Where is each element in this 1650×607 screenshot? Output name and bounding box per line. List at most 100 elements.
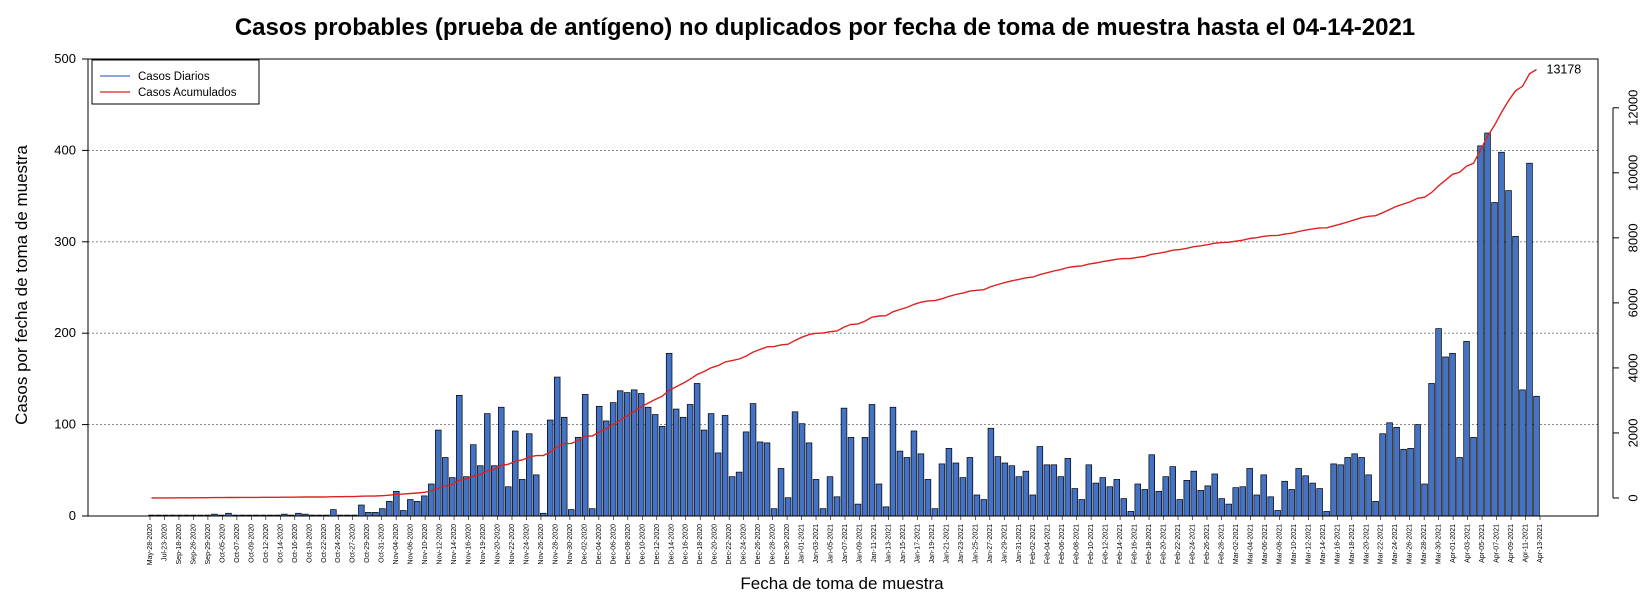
bar [330, 509, 337, 517]
x-tick-label: Jan-17-2021 [914, 524, 921, 563]
bar [1484, 132, 1491, 517]
y2-tick-label: 10000 [1625, 155, 1640, 191]
x-tick-label: Dec-02-2020 [581, 524, 588, 565]
x-tick-label: Jan-07-2021 [842, 524, 849, 563]
bar [1022, 470, 1030, 517]
x-tick-label: Jan-23-2021 [958, 524, 965, 563]
x-tick-label: Feb-22-2021 [1175, 524, 1182, 564]
x-tick-label: Jan-29-2021 [1001, 524, 1008, 563]
bar [651, 414, 659, 517]
bar [1113, 479, 1121, 517]
y2-tick-label: 8000 [1625, 223, 1640, 252]
bar [1512, 235, 1519, 517]
x-tick-label: Nov-26-2020 [538, 524, 545, 565]
x-tick-label: Jan-05-2021 [828, 524, 835, 563]
x-axis: May-28-2020 Jul-23-2020 Sep-18-2020 Sep-26-… [147, 516, 1544, 565]
x-tick-label: Nov-12-2020 [437, 524, 444, 565]
bar [728, 476, 736, 517]
bar [1323, 511, 1330, 517]
bar [777, 468, 785, 517]
x-tick-label: Nov-30-2020 [567, 524, 574, 565]
bar [595, 405, 603, 517]
bar [1162, 476, 1169, 517]
y2-tick-label: 4000 [1625, 353, 1640, 382]
x-tick-label: Dec-06-2020 [610, 524, 617, 565]
bar [784, 497, 792, 517]
x-tick-label: Oct-29-2020 [364, 524, 371, 563]
bar [435, 429, 442, 517]
x-tick-label: Apr-07-2021 [1494, 524, 1501, 563]
bar [1463, 341, 1470, 517]
bar [756, 441, 764, 517]
bar [365, 511, 372, 517]
bar [1260, 474, 1267, 517]
x-tick-label: Feb-18-2021 [1146, 524, 1153, 564]
x-tick-label: Dec-18-2020 [697, 524, 704, 565]
bar [470, 444, 477, 517]
x-tick-label: Jan-09-2021 [856, 524, 863, 563]
x-tick-label: Mar-28-2021 [1421, 524, 1428, 564]
x-tick-label: Mar-20-2021 [1363, 524, 1370, 564]
bar [546, 419, 554, 517]
bar [1379, 433, 1386, 517]
bar [1099, 477, 1107, 517]
bar [1421, 483, 1428, 517]
bar [749, 403, 757, 517]
bar [519, 479, 526, 517]
bar [1491, 202, 1498, 517]
x-tick-label: Feb-08-2021 [1074, 524, 1081, 564]
x-tick-label: Nov-24-2020 [523, 524, 530, 565]
bar [966, 457, 974, 517]
bar [1393, 426, 1400, 517]
bar [1246, 468, 1253, 517]
x-tick-label: Mar-06-2021 [1262, 524, 1269, 564]
x-tick-label: Apr-09-2021 [1508, 524, 1515, 563]
bar [1288, 489, 1295, 517]
bar [616, 390, 624, 517]
bar [679, 416, 687, 517]
bar [1253, 494, 1260, 517]
bar [945, 448, 953, 517]
x-tick-label: Mar-04-2021 [1247, 524, 1254, 564]
bar [896, 450, 904, 517]
bar [875, 483, 883, 517]
x-tick-label: Dec-10-2020 [639, 524, 646, 565]
x-tick-label: Nov-14-2020 [451, 524, 458, 565]
bar [805, 442, 813, 517]
x-tick-label: Jul-23-2020 [161, 524, 168, 561]
bar [1029, 494, 1037, 517]
bar [672, 408, 680, 517]
bar [1365, 474, 1372, 517]
x-tick-label: Nov-04-2020 [393, 524, 400, 565]
bar [707, 413, 715, 517]
x-tick-label: Oct-07-2020 [234, 524, 241, 563]
bar [1183, 480, 1190, 517]
bar [498, 406, 505, 517]
x-tick-label: Dec-16-2020 [683, 524, 690, 565]
bar [1281, 480, 1288, 517]
y2-tick-label: 0 [1625, 494, 1640, 501]
bar [1309, 482, 1316, 517]
x-tick-label: Mar-16-2021 [1334, 524, 1341, 564]
x-tick-label: Oct-22-2020 [321, 524, 328, 563]
bar [1302, 475, 1309, 517]
bar [770, 508, 778, 517]
bar [1400, 448, 1407, 517]
bar [812, 479, 820, 517]
x-tick-label: Mar-22-2021 [1378, 524, 1385, 564]
bar [735, 471, 743, 517]
bar [400, 510, 407, 517]
x-tick-label: Oct-16-2020 [292, 524, 299, 563]
bar [721, 415, 729, 517]
bar [1274, 510, 1281, 517]
bar [1008, 465, 1016, 517]
bar [379, 508, 386, 517]
bar [1134, 483, 1142, 517]
legend-box [91, 59, 260, 105]
bar [1148, 454, 1155, 517]
bar [868, 404, 876, 517]
bar [700, 429, 708, 517]
x-tick-label: Mar-12-2021 [1305, 524, 1312, 564]
bar [1064, 458, 1072, 517]
x-tick-label: Nov-06-2020 [408, 524, 415, 565]
